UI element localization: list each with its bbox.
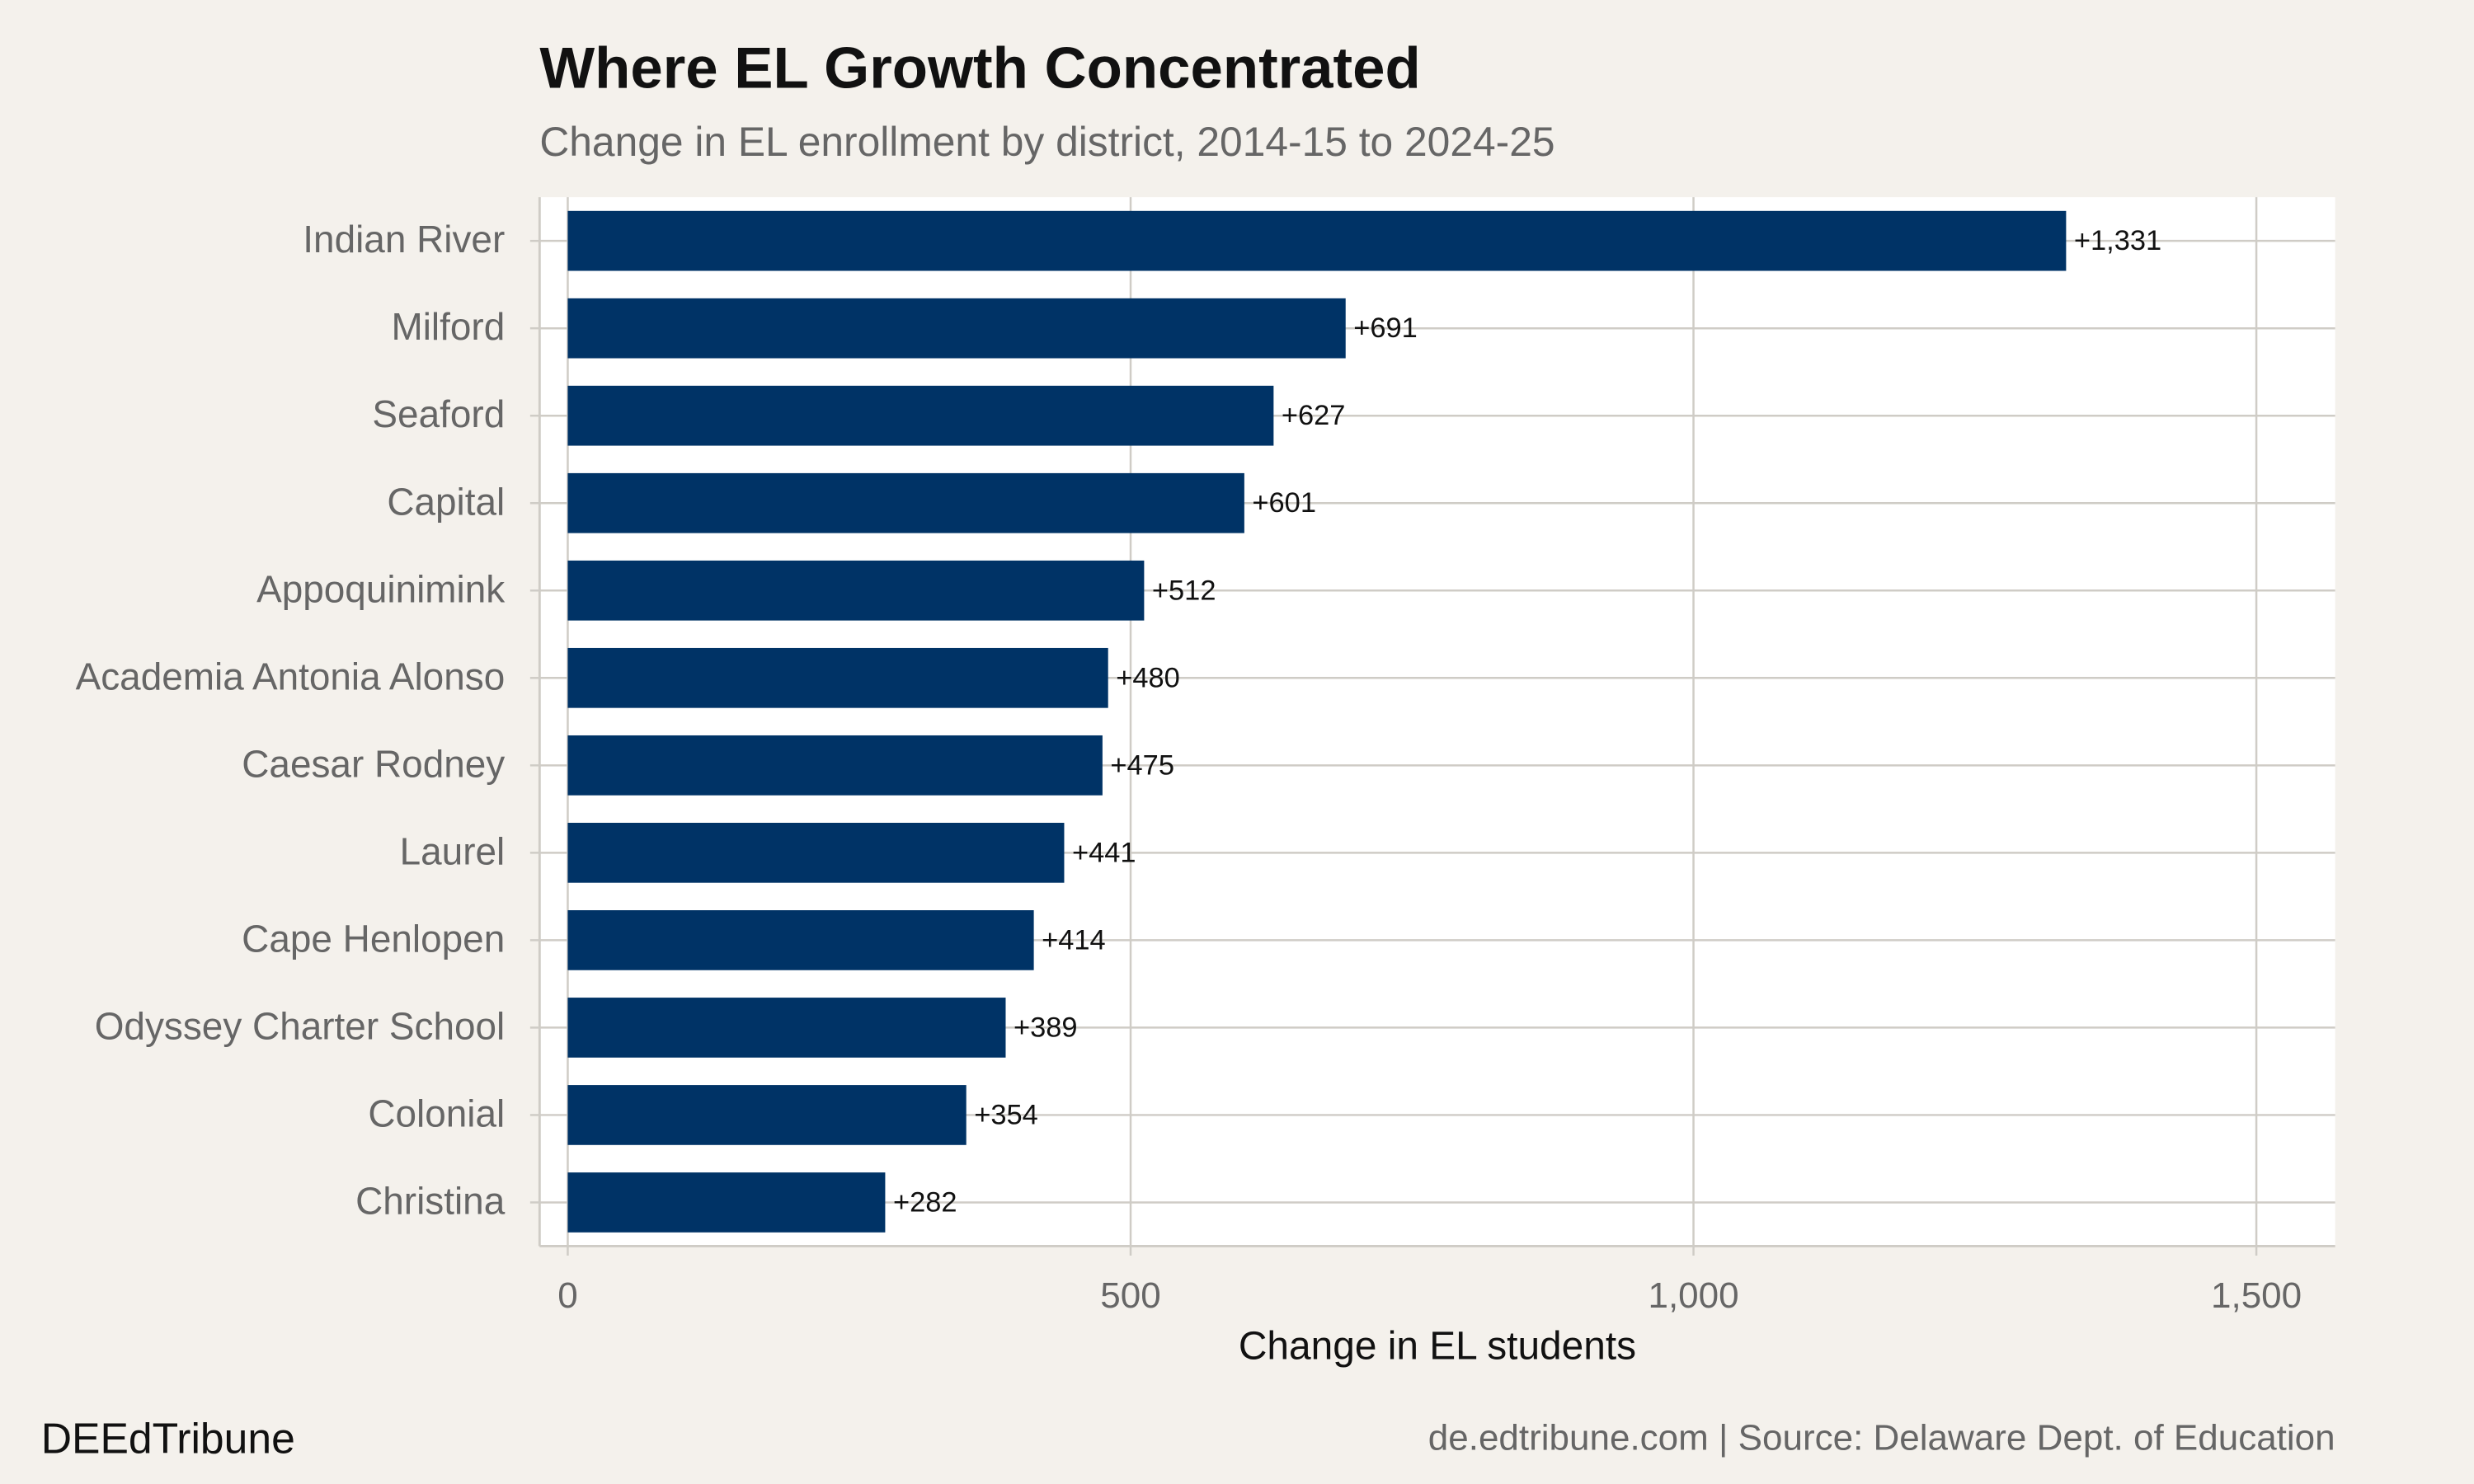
bar (567, 998, 1006, 1058)
value-label: +601 (1252, 487, 1316, 519)
bar (567, 735, 1103, 796)
x-tick-label: 0 (557, 1275, 577, 1316)
bar (567, 647, 1108, 708)
y-tick-label: Colonial (368, 1092, 505, 1134)
bar (567, 298, 1346, 359)
x-tick-label: 1,500 (2211, 1275, 2302, 1316)
x-tick-label: 1,000 (1648, 1275, 1738, 1316)
value-label: +389 (1014, 1012, 1078, 1043)
value-label: +480 (1116, 662, 1180, 693)
chart-subtitle: Change in EL enrollment by district, 201… (539, 119, 1554, 165)
y-tick-label: Appoquinimink (256, 567, 506, 610)
value-label: +627 (1282, 400, 1346, 431)
bar (567, 1085, 967, 1145)
y-tick-label: Caesar Rodney (242, 742, 505, 785)
y-tick-label: Laurel (400, 829, 506, 872)
value-label: +691 (1353, 312, 1418, 344)
bar (567, 823, 1065, 883)
bar (567, 560, 1145, 621)
bar (567, 385, 1274, 446)
x-axis-label: Change in EL students (1239, 1324, 1636, 1368)
y-tick-label: Capital (387, 480, 505, 523)
y-tick-label: Christina (355, 1180, 506, 1223)
value-label: +354 (974, 1099, 1038, 1130)
footer-source: de.edtribune.com | Source: Delaware Dept… (1428, 1417, 2335, 1458)
value-label: +441 (1072, 837, 1136, 868)
value-label: +512 (1152, 575, 1216, 606)
chart-title: Where EL Growth Concentrated (539, 36, 1420, 101)
plot-panel (539, 197, 2335, 1247)
bar (567, 472, 1244, 533)
bar (567, 910, 1034, 970)
y-tick-label: Academia Antonia Alonso (76, 655, 506, 697)
value-label: +282 (893, 1186, 957, 1218)
footer-brand: DEEdTribune (41, 1414, 295, 1462)
x-tick-label: 500 (1100, 1275, 1160, 1316)
y-tick-label: Odyssey Charter School (95, 1004, 506, 1047)
bar (567, 1172, 886, 1233)
y-tick-label: Indian River (303, 218, 505, 261)
value-label: +1,331 (2074, 225, 2161, 256)
value-label: +414 (1042, 924, 1106, 956)
y-tick-label: Cape Henlopen (242, 917, 505, 960)
y-tick-label: Seaford (372, 392, 505, 435)
value-label: +475 (1110, 749, 1174, 781)
bar (567, 210, 2067, 271)
y-tick-label: Milford (391, 305, 505, 348)
